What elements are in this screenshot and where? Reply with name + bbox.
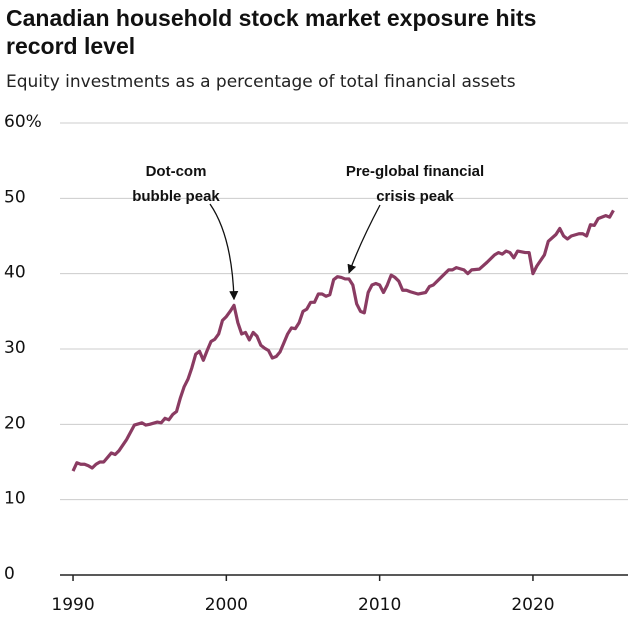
y-tick-label: 30	[4, 338, 26, 358]
y-tick-label: 10	[4, 489, 26, 509]
x-tick-label: 2020	[511, 595, 554, 615]
y-tick-label: 0	[4, 564, 15, 584]
data-line	[71, 209, 615, 472]
annotation-arrow	[347, 204, 381, 274]
annotation-text: Pre-global financial	[346, 163, 484, 180]
x-tick-label: 2010	[358, 595, 401, 615]
y-tick-label: 60%	[4, 112, 42, 132]
annotation-text: bubble peak	[132, 188, 220, 205]
y-tick-label: 40	[4, 263, 26, 283]
y-tick-label: 20	[4, 413, 26, 433]
x-tick-label: 1990	[51, 595, 94, 615]
chart-subtitle: Equity investments as a percentage of to…	[6, 72, 516, 92]
annotation-arrow	[209, 203, 239, 301]
chart-title: Canadian household stock market exposure…	[6, 5, 537, 59]
x-tick-label: 2000	[205, 595, 248, 615]
annotation-text: Dot-com	[146, 163, 207, 180]
annotation-text: crisis peak	[376, 188, 454, 205]
y-tick-label: 50	[4, 187, 26, 207]
